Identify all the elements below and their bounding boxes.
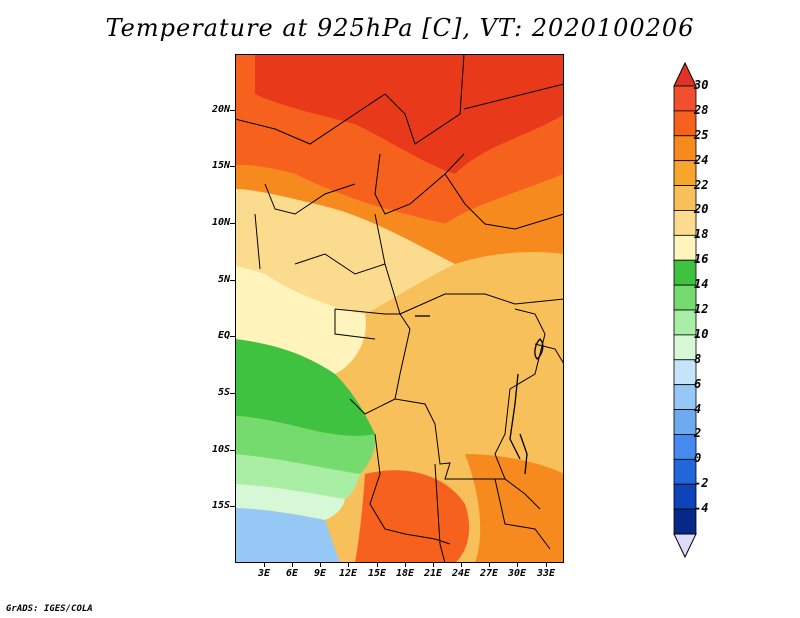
field-25-band xyxy=(235,165,564,264)
colorbar-label: 4 xyxy=(694,401,702,416)
lon-tick xyxy=(546,563,547,567)
colorbar-label: 12 xyxy=(694,302,709,316)
lon-tick xyxy=(348,563,349,567)
lon-tick xyxy=(489,563,490,567)
field-12-band xyxy=(235,454,360,499)
lon-label: 27E xyxy=(479,568,499,579)
lat-tick xyxy=(230,110,235,111)
lat-label: 5N xyxy=(217,274,230,285)
colorbar-label: -4 xyxy=(694,501,709,516)
field-10-band xyxy=(235,484,345,520)
field-8-band xyxy=(235,508,340,563)
colorbar-label: 25 xyxy=(694,127,709,142)
lon-label: 24E xyxy=(451,568,471,579)
lat-tick xyxy=(230,393,235,394)
lat-label: 15S xyxy=(211,500,230,511)
lake-outlines xyxy=(415,315,544,475)
colorbar-label: 18 xyxy=(694,227,709,242)
lon-tick xyxy=(264,563,265,567)
colorbar-swatch xyxy=(673,409,697,435)
lon-label: 6E xyxy=(285,568,299,579)
colorbar-swatch xyxy=(673,309,697,336)
colorbar-swatch xyxy=(673,160,697,186)
colorbar-label: 8 xyxy=(694,351,702,366)
lat-tick xyxy=(230,336,235,337)
lon-label: 18E xyxy=(395,568,415,579)
lat-tick xyxy=(230,506,235,507)
colorbar-label: 2 xyxy=(694,426,702,441)
lon-tick xyxy=(517,563,518,567)
colorbar-label: 22 xyxy=(694,177,709,192)
colorbar-bottom-arrow xyxy=(673,533,697,558)
lat-label: 20N xyxy=(211,104,230,115)
field-30-north xyxy=(255,54,564,174)
colorbar-label: 20 xyxy=(694,202,709,217)
field-28-south xyxy=(355,470,470,563)
lat-label: EQ xyxy=(217,330,230,341)
colorbar-swatch xyxy=(673,334,697,361)
lat-label: 10S xyxy=(211,444,230,455)
colorbar-label: 24 xyxy=(694,152,709,167)
lon-label: 3E xyxy=(257,568,271,579)
colorbar-swatch xyxy=(673,234,697,261)
credit-text: GrADS: IGES/COLA xyxy=(6,604,93,614)
colorbar-swatch xyxy=(673,284,697,311)
lat-tick xyxy=(230,166,235,167)
colorbar-label: 30 xyxy=(694,78,709,92)
colorbar xyxy=(673,62,697,558)
colorbar-swatch xyxy=(673,259,697,286)
colorbar-label: -2 xyxy=(694,476,709,491)
lon-tick xyxy=(377,563,378,567)
colorbar-swatch xyxy=(673,210,697,236)
field-25-southeast xyxy=(465,454,564,563)
lon-label: 30E xyxy=(507,568,527,579)
colorbar-label: 10 xyxy=(694,326,709,341)
lat-label: 5S xyxy=(217,387,230,398)
lat-label: 10N xyxy=(211,217,230,228)
lon-label: 9E xyxy=(313,568,327,579)
colorbar-swatch xyxy=(673,85,697,112)
lat-label: 15N xyxy=(211,160,230,171)
lon-label: 12E xyxy=(338,568,358,579)
colorbar-swatch xyxy=(673,458,697,485)
colorbar-swatch xyxy=(673,110,697,137)
field-16-band xyxy=(235,339,375,437)
colorbar-label: 6 xyxy=(694,376,702,391)
map-field xyxy=(235,54,564,563)
chart-title: Temperature at 925hPa [C], VT: 202010020… xyxy=(105,14,695,42)
lon-tick xyxy=(405,563,406,567)
colorbar-swatch xyxy=(673,483,697,510)
lon-tick xyxy=(461,563,462,567)
lat-tick xyxy=(230,223,235,224)
lat-tick xyxy=(230,280,235,281)
lon-label: 33E xyxy=(536,568,556,579)
border-lines xyxy=(235,54,564,563)
colorbar-label: 0 xyxy=(694,451,702,466)
field-18-band xyxy=(235,266,366,374)
colorbar-swatch xyxy=(673,508,697,535)
colorbar-swatch xyxy=(673,434,697,460)
colorbar-label: 14 xyxy=(694,277,709,292)
lat-tick xyxy=(230,450,235,451)
lon-label: 21E xyxy=(423,568,443,579)
field-20-band xyxy=(235,189,455,314)
temperature-map xyxy=(235,54,564,563)
colorbar-top-arrow xyxy=(673,62,697,87)
colorbar-swatch xyxy=(673,135,697,162)
field-14-band xyxy=(235,416,376,474)
colorbar-swatch xyxy=(673,384,697,410)
colorbar-label: 28 xyxy=(694,102,709,117)
colorbar-swatch xyxy=(673,359,697,386)
lon-tick xyxy=(292,563,293,567)
lon-label: 15E xyxy=(367,568,387,579)
lon-tick xyxy=(320,563,321,567)
colorbar-swatch xyxy=(673,185,697,211)
colorbar-label: 16 xyxy=(694,252,709,267)
lon-tick xyxy=(433,563,434,567)
